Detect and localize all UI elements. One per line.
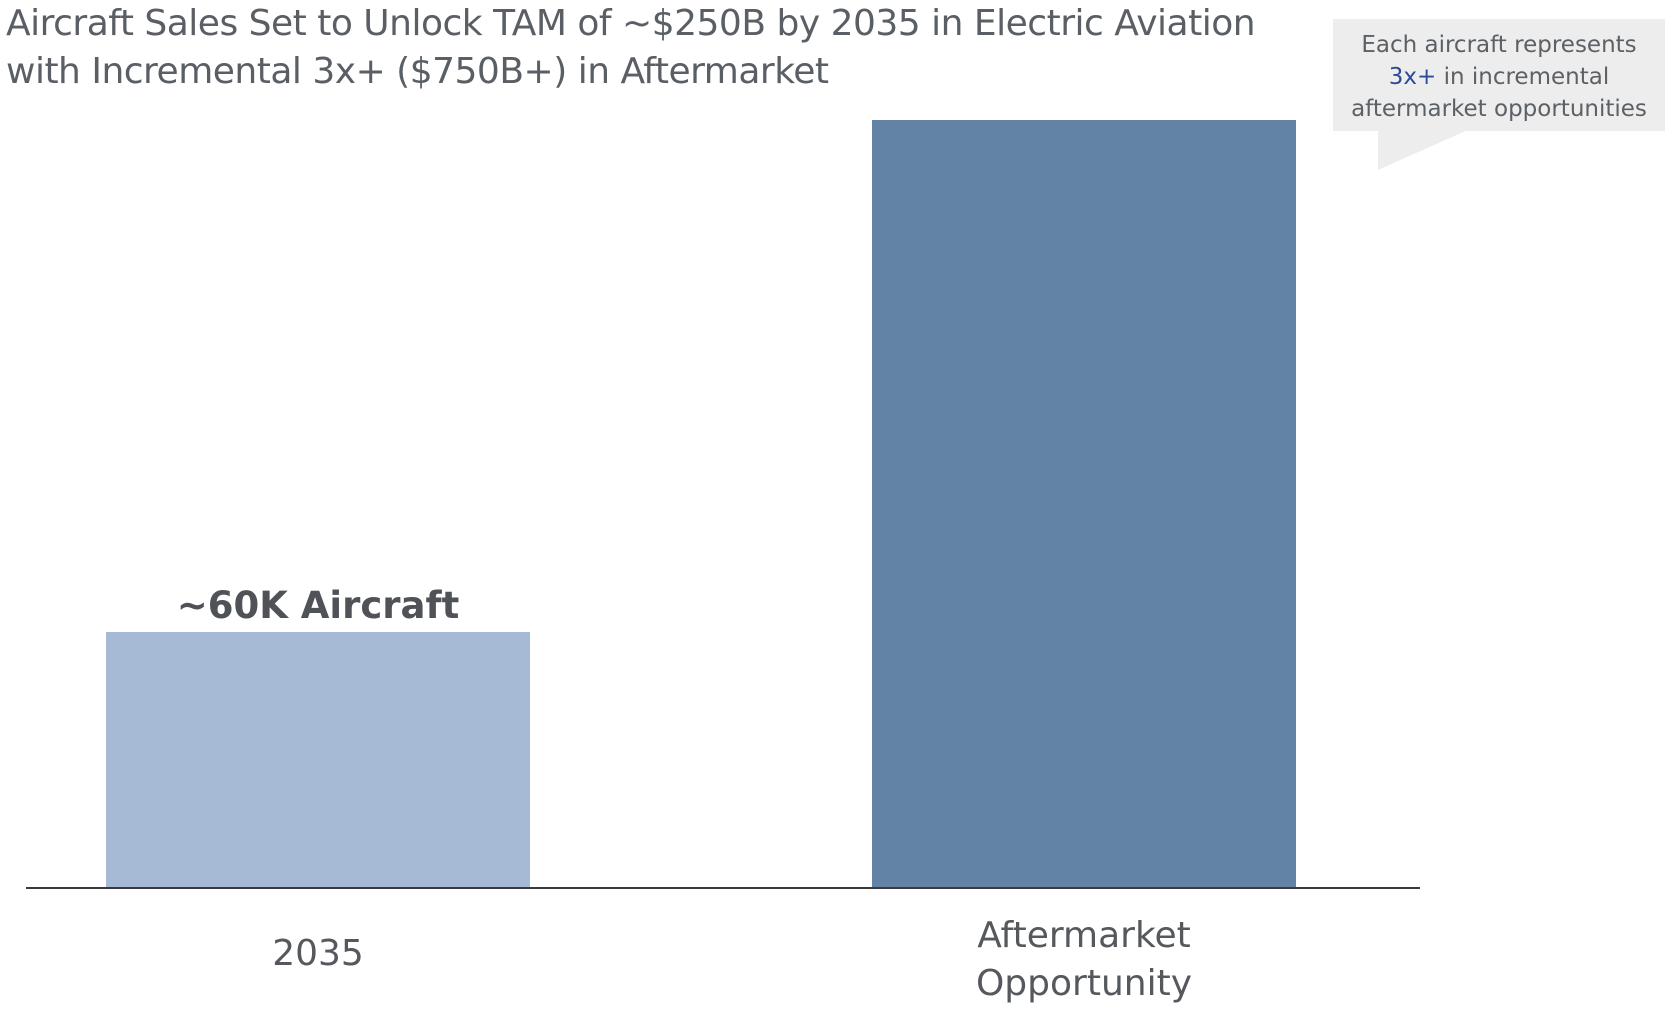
x-tick-label-2-line-2: Opportunity [975,963,1193,1004]
chart-title-line-1: Aircraft Sales Set to Unlock TAM of ~$25… [6,3,1256,44]
bar-group [106,120,1296,888]
callout-box: Each aircraft represents 3x+ in incremen… [1333,19,1665,131]
x-tick-label-1-line-1: 2035 [272,933,364,974]
callout-line-3: aftermarket opportunities [1351,96,1647,122]
callout-line-2-rest: in incremental [1436,64,1610,90]
x-tick-label-1: 2035 [58,930,578,978]
callout-line-1: Each aircraft represents [1361,32,1637,58]
callout-line-2: 3x+ in incremental [1333,61,1665,93]
x-tick-label-2: Aftermarket Opportunity [824,912,1344,1008]
bar-1 [106,632,530,888]
callout-tail [1378,130,1468,170]
data-label-1: ~60K Aircraft [177,584,460,627]
chart-title-line-2: with Incremental 3x+ ($750B+) in Afterma… [6,51,829,92]
chart-title: Aircraft Sales Set to Unlock TAM of ~$25… [6,0,1306,96]
bar-2 [872,120,1296,888]
x-tick-label-2-line-1: Aftermarket [977,915,1191,956]
callout-accent: 3x+ [1388,64,1437,90]
data-label-group: ~60K Aircraft [177,584,460,627]
